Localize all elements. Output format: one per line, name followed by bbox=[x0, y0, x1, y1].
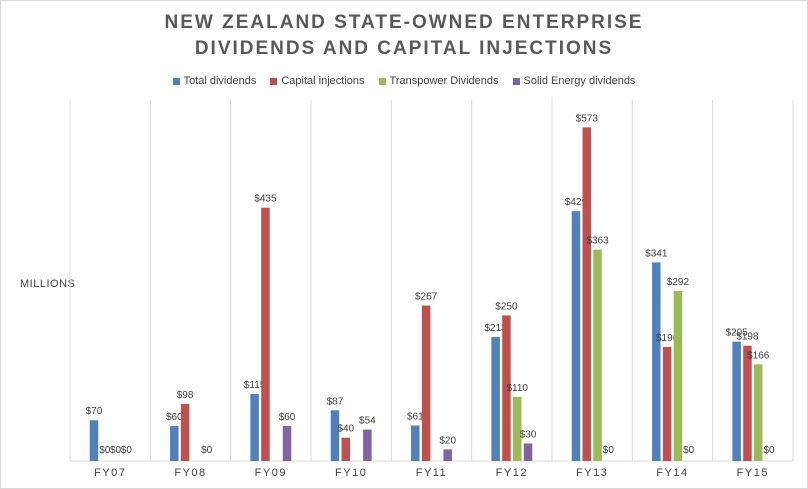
bar bbox=[732, 341, 741, 461]
x-tick-label: FY08 bbox=[174, 467, 206, 479]
bar bbox=[582, 127, 592, 462]
legend-label: Total dividends bbox=[183, 75, 257, 87]
chart-title-line-2: DIVIDENDS AND CAPITAL INJECTIONS bbox=[194, 38, 614, 59]
x-tick-label: FY14 bbox=[656, 467, 688, 479]
data-label: $166 bbox=[747, 350, 770, 361]
legend-item-capital-injections: Capital injections bbox=[270, 75, 365, 87]
legend-swatch bbox=[512, 77, 520, 85]
legend-swatch bbox=[270, 77, 278, 85]
data-label: $292 bbox=[667, 277, 690, 288]
bar bbox=[502, 315, 511, 461]
data-label: $429 bbox=[565, 197, 588, 208]
x-tick-label: FY09 bbox=[255, 467, 287, 479]
y-axis-label: MILLIONS bbox=[20, 278, 76, 290]
bar bbox=[261, 207, 270, 461]
legend-swatch bbox=[172, 77, 180, 85]
data-label: $20 bbox=[439, 435, 456, 446]
data-label: $30 bbox=[520, 430, 537, 441]
bar bbox=[363, 429, 372, 461]
legend-label: Solid Energy dividends bbox=[523, 75, 636, 87]
data-label: $115 bbox=[244, 380, 266, 391]
bar bbox=[170, 426, 179, 461]
x-tick-label: FY15 bbox=[737, 467, 769, 479]
legend-item-transpower-dividends: Transpower Dividends bbox=[378, 75, 499, 87]
data-label: $341 bbox=[645, 248, 668, 259]
data-label: $70 bbox=[86, 406, 103, 417]
bar bbox=[571, 211, 581, 461]
data-label: $0 bbox=[201, 445, 213, 456]
bar bbox=[593, 249, 602, 461]
x-tick-label: FY07 bbox=[94, 467, 126, 479]
bar bbox=[282, 426, 292, 461]
data-label: $198 bbox=[736, 332, 759, 343]
legend: Total dividends Capital injections Trans… bbox=[0, 75, 808, 87]
data-label: $0 bbox=[763, 445, 775, 456]
data-label: $87 bbox=[327, 396, 344, 407]
x-tick-label: FY11 bbox=[416, 467, 447, 479]
data-label: $205 bbox=[726, 328, 749, 339]
x-tick-label: FY10 bbox=[335, 467, 367, 479]
data-label: $40 bbox=[337, 424, 354, 435]
data-label: $60 bbox=[279, 412, 296, 423]
chart-title-line-1: NEW ZEALAND STATE-OWNED ENTERPRISE bbox=[164, 12, 644, 33]
data-label: $363 bbox=[586, 236, 609, 247]
bar bbox=[341, 437, 351, 461]
data-label: $435 bbox=[254, 194, 277, 205]
data-label: $110 bbox=[506, 383, 528, 394]
legend-label: Transpower Dividends bbox=[389, 75, 499, 87]
data-label: $0 bbox=[99, 445, 111, 456]
bar bbox=[411, 425, 420, 461]
data-label: $0 bbox=[683, 445, 695, 456]
data-label: $250 bbox=[495, 301, 518, 312]
bar bbox=[512, 396, 522, 461]
bar bbox=[421, 305, 431, 461]
bar bbox=[523, 443, 533, 461]
data-label: $573 bbox=[576, 113, 599, 124]
legend-swatch bbox=[378, 77, 386, 85]
data-label: $267 bbox=[415, 292, 438, 303]
data-label: $60 bbox=[166, 412, 183, 423]
data-label: $0 bbox=[110, 445, 122, 456]
bar bbox=[652, 262, 661, 461]
data-label: $196 bbox=[656, 333, 679, 344]
legend-label: Capital injections bbox=[281, 75, 365, 87]
bar bbox=[180, 403, 190, 461]
legend-item-total-dividends: Total dividends bbox=[172, 75, 257, 87]
bar bbox=[250, 394, 259, 461]
data-label: $0 bbox=[603, 445, 615, 456]
bar bbox=[743, 345, 752, 461]
legend-item-solid-energy-dividends: Solid Energy dividends bbox=[512, 75, 636, 87]
data-label: $98 bbox=[177, 390, 194, 401]
x-tick-label: FY13 bbox=[576, 467, 608, 479]
bar bbox=[491, 336, 500, 461]
bar bbox=[443, 449, 452, 461]
data-label: $54 bbox=[359, 416, 376, 427]
bar bbox=[89, 420, 99, 461]
x-tick-label: FY12 bbox=[496, 467, 528, 479]
bar bbox=[673, 290, 683, 461]
bar bbox=[753, 364, 763, 461]
data-label: $61 bbox=[407, 411, 424, 422]
bar bbox=[662, 346, 672, 461]
bar bbox=[330, 410, 340, 461]
data-label: $0 bbox=[121, 445, 133, 456]
data-label: $213 bbox=[485, 323, 508, 334]
